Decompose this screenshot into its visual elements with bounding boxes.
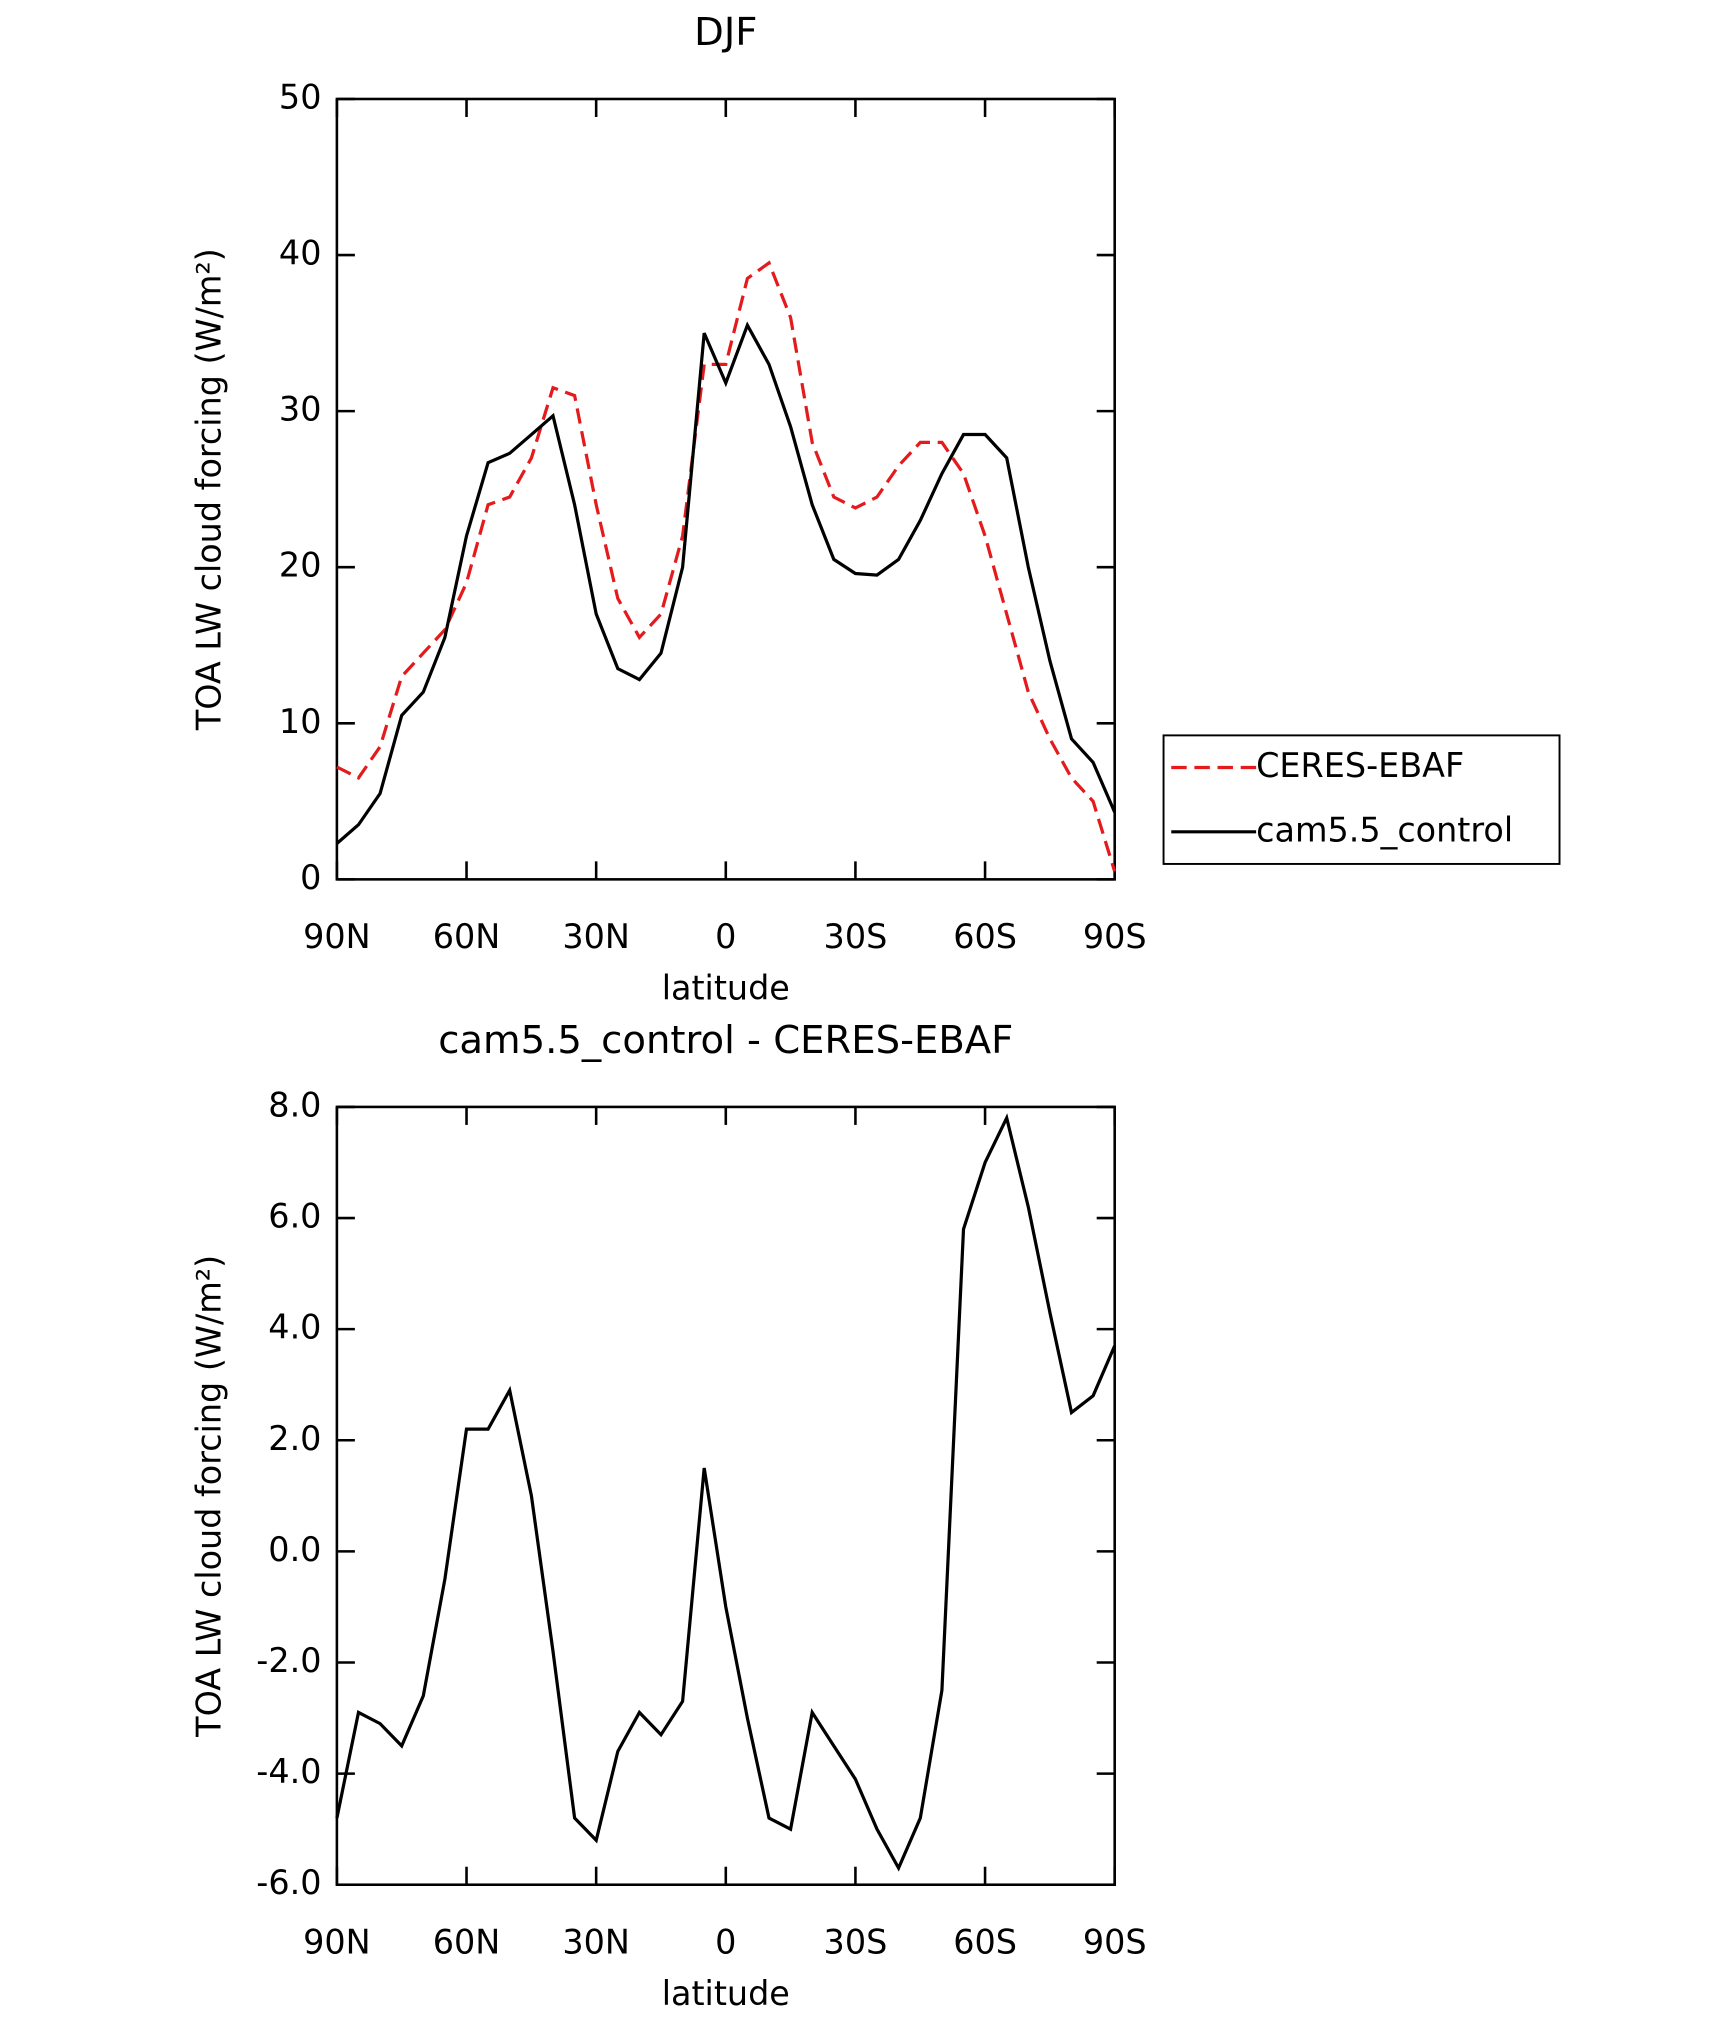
x-tick-label: 30S: [824, 917, 888, 956]
x-tick-label: 90N: [303, 917, 371, 956]
plot-frame: [335, 97, 1116, 881]
x-tick-label: 30S: [824, 1922, 888, 1961]
plot-frame: [335, 1105, 1116, 1887]
data-line: [335, 1113, 1117, 1872]
x-tick-label: 30N: [562, 917, 630, 956]
x-axis-label: latitude: [662, 968, 790, 1007]
y-tick-label: 6.0: [268, 1197, 321, 1236]
x-tick-label: 60N: [433, 917, 501, 956]
x-tick-label: 90N: [303, 1922, 371, 1961]
x-tick-label: 0: [715, 917, 736, 956]
y-tick-label: 20: [279, 546, 322, 585]
y-tick-label: 10: [279, 702, 322, 741]
data-line: [336, 260, 1117, 872]
y-tick-label: 40: [279, 234, 322, 273]
y-axis-label: TOA LW cloud forcing (W/m²): [189, 248, 228, 731]
chart-title: DJF: [694, 10, 757, 55]
x-tick-label: 60N: [433, 1922, 501, 1961]
y-tick-label: 50: [279, 77, 322, 116]
x-tick-label: 90S: [1083, 1922, 1147, 1961]
y-tick-label: -6.0: [256, 1863, 321, 1902]
y-tick-label: 2.0: [268, 1419, 321, 1458]
y-tick-label: 0: [300, 858, 321, 897]
data-line: [335, 321, 1117, 845]
x-tick-label: 30N: [562, 1922, 630, 1961]
y-tick-label: 30: [279, 390, 322, 429]
y-tick-label: -2.0: [256, 1641, 321, 1680]
y-tick-label: 8.0: [268, 1085, 321, 1124]
y-tick-label: -4.0: [256, 1752, 321, 1791]
y-axis-label: TOA LW cloud forcing (W/m²): [189, 1255, 228, 1738]
legend-label: CERES-EBAF: [1256, 746, 1464, 785]
legend-label: cam5.5_control: [1256, 810, 1513, 849]
legend-box: [1162, 734, 1561, 865]
x-tick-label: 90S: [1083, 917, 1147, 956]
chart-title: cam5.5_control - CERES-EBAF: [438, 1018, 1013, 1063]
x-tick-label: 0: [715, 1922, 736, 1961]
x-tick-label: 60S: [953, 1922, 1017, 1961]
x-axis-label: latitude: [662, 1974, 790, 2013]
x-tick-label: 60S: [953, 917, 1017, 956]
y-tick-label: 0.0: [268, 1530, 321, 1569]
y-tick-label: 4.0: [268, 1308, 321, 1347]
